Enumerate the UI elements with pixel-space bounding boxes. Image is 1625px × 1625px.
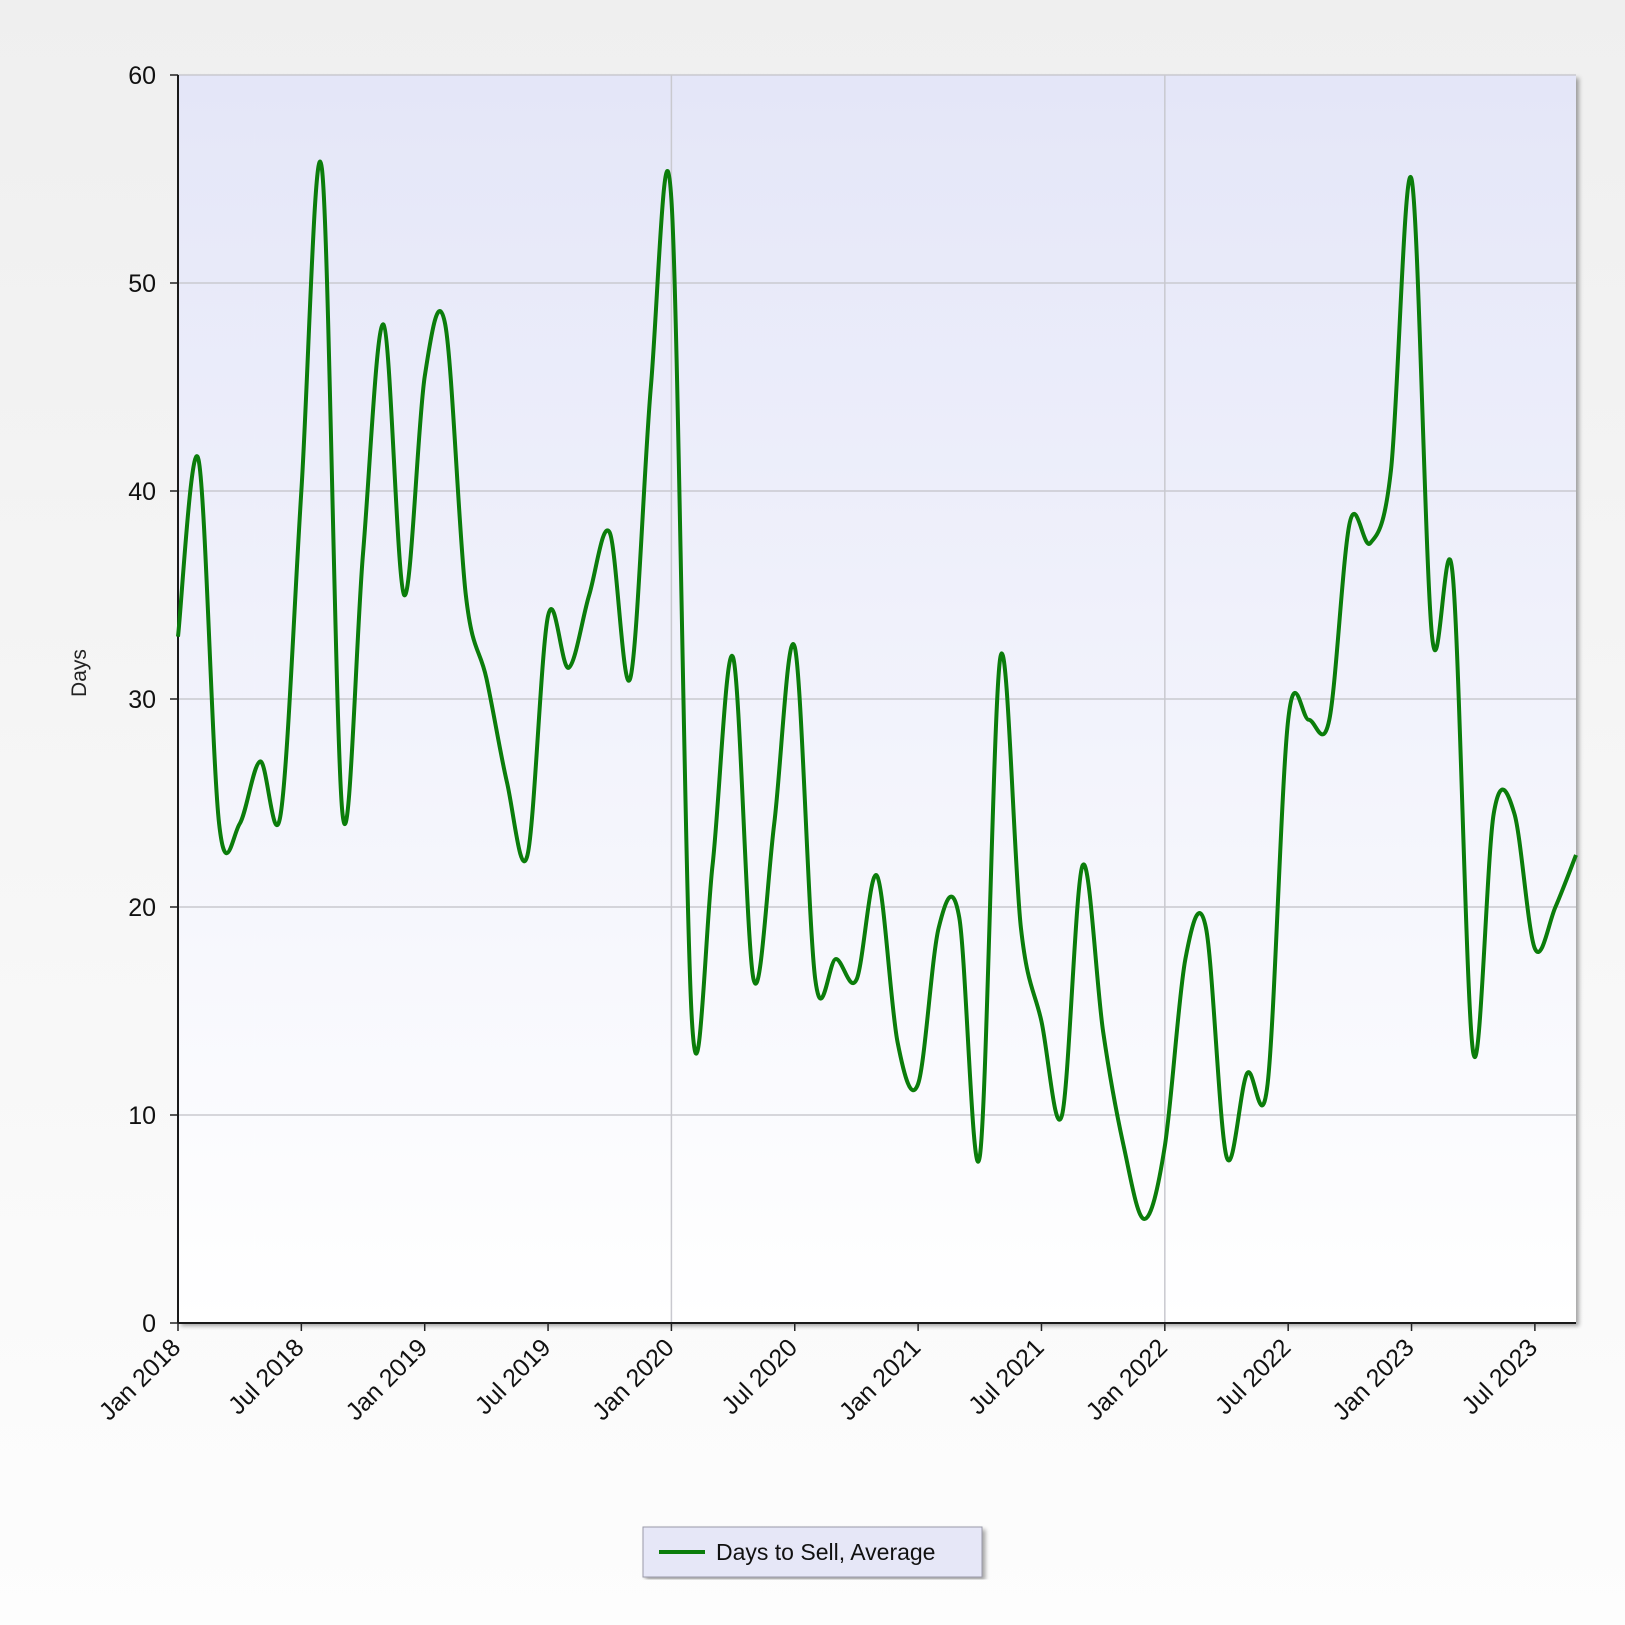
data-point (1142, 1217, 1146, 1221)
data-point (1266, 1082, 1270, 1086)
data-point (361, 551, 365, 555)
data-point (1553, 905, 1557, 909)
y-tick-label: 30 (128, 686, 156, 714)
data-point (299, 489, 303, 493)
data-point (998, 655, 1002, 659)
data-point (1471, 1051, 1475, 1055)
x-tick-label: Jul 2021 (963, 1333, 1050, 1420)
data-point (1368, 541, 1372, 545)
data-point (896, 1040, 900, 1044)
y-tick-label: 0 (142, 1310, 156, 1338)
data-point (484, 676, 488, 680)
data-point (1492, 811, 1496, 815)
data-point (854, 978, 858, 982)
grid (178, 74, 1576, 1323)
data-point (628, 676, 632, 680)
data-point (813, 978, 817, 982)
x-tick-label: Jan 2020 (587, 1333, 680, 1426)
data-point (793, 645, 797, 649)
y-axis-label: Days (68, 649, 91, 697)
data-point (505, 780, 509, 784)
data-point (690, 1019, 694, 1023)
x-tick-label: Jan 2023 (1327, 1333, 1420, 1426)
data-point (731, 655, 735, 659)
data-point (320, 167, 324, 171)
data-point (1430, 635, 1434, 639)
x-tick-label: Jul 2018 (223, 1333, 310, 1420)
data-point (834, 957, 838, 961)
data-point (1060, 1113, 1064, 1117)
data-point (1122, 1144, 1126, 1148)
data-point (1451, 572, 1455, 576)
data-point (1327, 718, 1331, 722)
x-tick-label: Jul 2023 (1456, 1333, 1543, 1420)
data-point (1245, 1071, 1249, 1075)
data-point (567, 666, 571, 670)
data-point (1163, 1144, 1167, 1148)
data-point (1286, 718, 1290, 722)
data-point (197, 458, 201, 462)
data-point (382, 323, 386, 327)
data-point (279, 811, 283, 815)
data-point (711, 863, 715, 867)
data-point (752, 978, 756, 982)
data-point (1410, 177, 1414, 181)
data-point (423, 375, 427, 379)
data-point (669, 198, 673, 202)
y-tick-label: 40 (128, 478, 156, 506)
data-point (649, 385, 653, 389)
data-point (1512, 811, 1516, 815)
data-point (1307, 718, 1311, 722)
data-point (464, 593, 468, 597)
data-point (957, 915, 961, 919)
data-point (1081, 863, 1085, 867)
series (176, 159, 1578, 1221)
y-tick-label: 60 (128, 62, 156, 90)
data-point (1574, 853, 1578, 857)
data-point (1348, 520, 1352, 524)
data-point (402, 593, 406, 597)
data-point (1204, 926, 1208, 930)
x-tick-label: Jul 2019 (470, 1333, 557, 1420)
data-point (1183, 957, 1187, 961)
data-point (1533, 947, 1537, 951)
data-point (526, 853, 530, 857)
y-tick-label: 20 (128, 894, 156, 922)
legend: Days to Sell, Average (642, 1526, 983, 1578)
series-line-days-to-sell (176, 159, 1578, 1221)
data-point (587, 593, 591, 597)
data-point (1389, 468, 1393, 472)
data-point (978, 1155, 982, 1159)
data-point (1019, 926, 1023, 930)
y-tick-label: 10 (128, 1102, 156, 1130)
data-point (176, 635, 180, 639)
data-point (1039, 1019, 1043, 1023)
x-tick-label: Jul 2020 (716, 1333, 803, 1420)
data-point (1101, 1030, 1105, 1034)
data-point (340, 811, 344, 815)
legend-label: Days to Sell, Average (716, 1539, 935, 1565)
data-point (875, 874, 879, 878)
data-point (258, 759, 262, 763)
data-point (1225, 1155, 1229, 1159)
data-point (443, 323, 447, 327)
data-point (937, 926, 941, 930)
y-tick-label: 50 (128, 270, 156, 298)
data-point (772, 822, 776, 826)
x-tick-label: Jan 2019 (340, 1333, 433, 1426)
data-point (238, 822, 242, 826)
x-tick-label: Jan 2018 (94, 1333, 187, 1426)
data-point (608, 531, 612, 535)
x-tick-label: Jul 2022 (1210, 1333, 1297, 1420)
x-tick-label: Jan 2021 (834, 1333, 927, 1426)
data-point (916, 1082, 920, 1086)
data-point (217, 822, 221, 826)
x-tick-label: Jan 2022 (1081, 1333, 1174, 1426)
data-point (546, 614, 550, 618)
